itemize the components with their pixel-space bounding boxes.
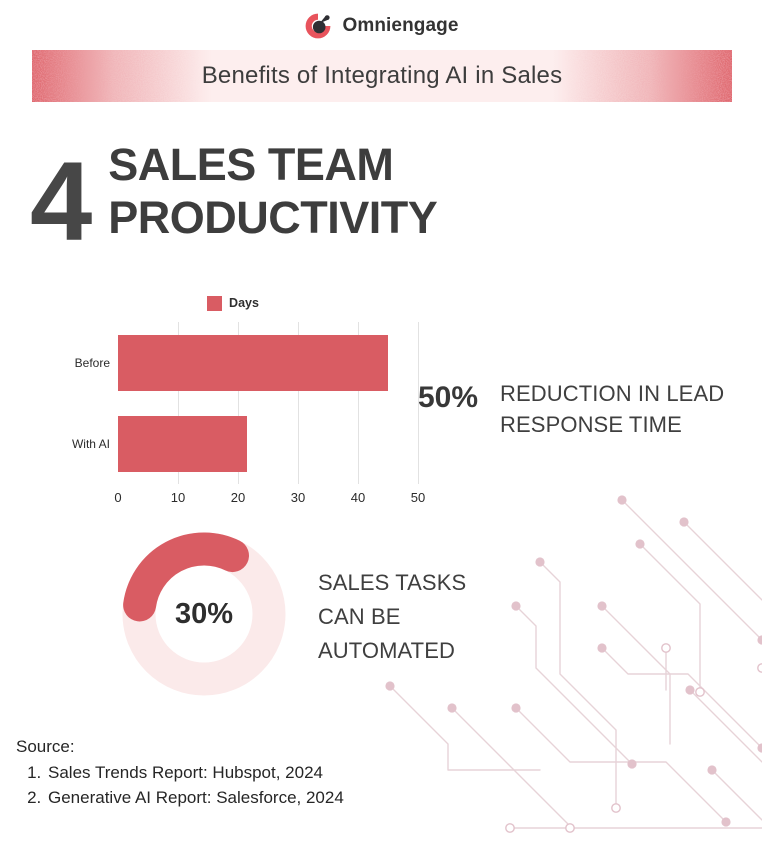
bar-chart-gridline bbox=[358, 322, 359, 484]
circuit-node bbox=[635, 539, 645, 549]
bar-chart-legend: Days bbox=[48, 292, 418, 314]
circuit-node-open bbox=[505, 823, 515, 833]
legend-swatch-days bbox=[207, 295, 223, 311]
sources-block: Source: Sales Trends Report: Hubspot, 20… bbox=[16, 736, 476, 810]
source-item: Sales Trends Report: Hubspot, 2024 bbox=[46, 761, 476, 786]
brand-header: Omniengage bbox=[0, 8, 762, 44]
stat-text-line1: REDUCTION IN LEAD bbox=[500, 381, 725, 406]
circuit-node bbox=[447, 703, 457, 713]
stat-text-automated: SALES TASKS CAN BE AUTOMATED bbox=[318, 566, 558, 668]
circuit-node-open bbox=[757, 663, 762, 673]
sources-list: Sales Trends Report: Hubspot, 2024Genera… bbox=[16, 761, 476, 810]
page-title: 4 SALES TEAM PRODUCTIVITY bbox=[30, 132, 550, 264]
circuit-node bbox=[617, 495, 627, 505]
bar-chart-gridline bbox=[178, 322, 179, 484]
circuit-node-open bbox=[565, 823, 575, 833]
donut-value-arc bbox=[123, 532, 249, 622]
sources-label: Source: bbox=[16, 737, 75, 756]
bar-chart-gridline bbox=[418, 322, 419, 484]
circuit-node-open bbox=[661, 643, 671, 653]
bar-chart-category-label: Before bbox=[74, 355, 110, 370]
bar-chart-x-tick: 50 bbox=[410, 490, 426, 505]
section-heading: SALES TEAM PRODUCTIVITY bbox=[108, 132, 438, 244]
circuit-node bbox=[627, 759, 637, 769]
section-heading-line1: SALES TEAM bbox=[108, 139, 394, 190]
circuit-node bbox=[385, 681, 395, 691]
bar-chart-gridline bbox=[298, 322, 299, 484]
bar-chart-bar bbox=[118, 334, 388, 391]
section-banner: Benefits of Integrating AI in Sales bbox=[32, 50, 732, 102]
brand-name: Omniengage bbox=[342, 15, 459, 36]
bar-chart-bar bbox=[118, 415, 247, 472]
section-heading-line2: PRODUCTIVITY bbox=[108, 192, 438, 244]
circuit-node bbox=[679, 517, 689, 527]
circuit-node-open bbox=[695, 687, 705, 697]
circuit-node bbox=[707, 765, 717, 775]
donut-chart: 30% bbox=[118, 528, 290, 700]
stat-lead-response: 50% REDUCTION IN LEAD RESPONSE TIME bbox=[418, 378, 758, 440]
circuit-node bbox=[511, 703, 521, 713]
bar-chart-category-label: With AI bbox=[71, 436, 110, 451]
bar-chart-x-tick: 30 bbox=[290, 490, 306, 505]
bar-chart: Days Before With AI 0 10 20 30 40 50 bbox=[48, 292, 425, 505]
banner-title: Benefits of Integrating AI in Sales bbox=[201, 62, 563, 89]
bar-chart-x-tick: 40 bbox=[350, 490, 366, 505]
circuit-node bbox=[757, 743, 762, 753]
bar-chart-gridline bbox=[238, 322, 239, 484]
donut-chart-svg bbox=[122, 532, 286, 696]
stat-text-line2: RESPONSE TIME bbox=[500, 412, 682, 438]
circuit-node-open bbox=[611, 803, 621, 813]
bar-chart-x-tick: 20 bbox=[230, 490, 246, 505]
omniengage-logo-icon bbox=[303, 11, 333, 41]
legend-label-days: Days bbox=[229, 296, 259, 310]
stat-auto-line3: AUTOMATED bbox=[318, 638, 455, 664]
circuit-node bbox=[721, 817, 731, 827]
circuit-node bbox=[757, 635, 762, 645]
stat-value-50: 50% bbox=[418, 381, 479, 414]
stat-auto-line1: SALES TASKS bbox=[318, 570, 467, 595]
bar-chart-x-tick: 10 bbox=[170, 490, 186, 505]
circuit-node bbox=[597, 601, 607, 611]
stat-text-lead-response: REDUCTION IN LEAD RESPONSE TIME bbox=[500, 378, 724, 440]
stat-auto-line2: CAN BE bbox=[318, 604, 401, 630]
section-number: 4 bbox=[30, 139, 92, 264]
circuit-node bbox=[685, 685, 695, 695]
bar-chart-x-tick: 0 bbox=[114, 490, 122, 505]
circuit-node bbox=[597, 643, 607, 653]
source-item: Generative AI Report: Salesforce, 2024 bbox=[46, 786, 476, 811]
banner-noise-texture bbox=[32, 50, 732, 102]
bar-chart-plot: Before With AI 0 10 20 30 40 50 bbox=[72, 322, 425, 505]
